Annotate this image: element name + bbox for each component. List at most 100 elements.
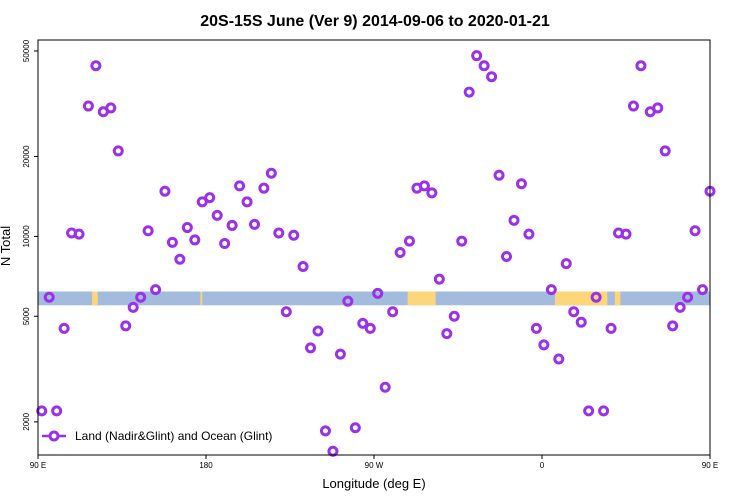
data-point [590, 291, 602, 303]
data-point [463, 86, 475, 98]
y-axis-ticks: 2000 5000 10000 20000 50000 [22, 39, 38, 431]
x-tick-label: 90 W [365, 461, 384, 470]
land-segment [407, 291, 436, 306]
data-point [545, 284, 557, 296]
data-point [204, 192, 216, 204]
data-point [58, 322, 70, 334]
data-point [73, 228, 85, 240]
data-point [620, 228, 632, 240]
data-point [43, 291, 55, 303]
data-point [249, 218, 261, 230]
land-segment [200, 291, 203, 306]
data-point [327, 445, 339, 457]
data-point [342, 295, 354, 307]
data-point [471, 50, 483, 62]
ocean-band [38, 291, 710, 306]
data-point [36, 405, 48, 417]
data-point [150, 284, 162, 296]
data-point [387, 306, 399, 318]
plot-frame [37, 39, 711, 456]
data-point [538, 339, 550, 351]
data-point [379, 381, 391, 393]
data-point [219, 238, 231, 250]
data-point [659, 145, 671, 157]
data-point [82, 100, 94, 112]
data-point [51, 405, 63, 417]
data-point [349, 422, 361, 434]
y-axis-label: N Total [0, 226, 13, 266]
data-point [530, 322, 542, 334]
data-point [682, 291, 694, 303]
data-point [105, 102, 117, 114]
data-point [234, 180, 246, 192]
data-point [560, 258, 572, 270]
data-point [426, 187, 438, 199]
data-point [515, 178, 527, 190]
data-point [357, 317, 369, 329]
data-point [112, 145, 124, 157]
x-axis-ticks: 90 E 180 90 W 0 90 E [30, 455, 718, 470]
land-segment [92, 291, 98, 306]
data-point [181, 222, 193, 234]
data-point [372, 287, 384, 299]
x-tick-label: 90 E [702, 461, 718, 470]
data-point [120, 320, 132, 332]
x-axis-label: Longitude (deg E) [322, 476, 425, 491]
y-tick-label: 10000 [22, 225, 31, 248]
data-point [135, 291, 147, 303]
data-point [273, 227, 285, 239]
data-point [501, 251, 513, 263]
land-segment [614, 291, 621, 306]
legend-marker [48, 430, 60, 442]
data-point [568, 306, 580, 318]
data-point [448, 310, 460, 322]
data-point [523, 228, 535, 240]
data-point [478, 60, 490, 72]
data-point [211, 209, 223, 221]
data-point [493, 169, 505, 181]
y-tick-label: 50000 [22, 39, 31, 62]
chart-title: 20S-15S June (Ver 9) 2014-09-06 to 2020-… [200, 13, 550, 30]
data-point [456, 235, 468, 247]
data-point [635, 60, 647, 72]
legend-label: Land (Nadir&Glint) and Ocean (Glint) [75, 429, 272, 443]
data-point [441, 328, 453, 340]
data-point [265, 167, 277, 179]
data-point [598, 405, 610, 417]
data-point [418, 180, 430, 192]
y-tick-label: 20000 [22, 145, 31, 168]
data-point [142, 225, 154, 237]
data-point [305, 342, 317, 354]
y-tick-label: 5000 [22, 307, 31, 325]
x-tick-label: 180 [199, 461, 213, 470]
data-point [90, 60, 102, 72]
data-point [652, 102, 664, 114]
data-point [174, 253, 186, 265]
data-point [674, 301, 686, 313]
data-point [280, 306, 292, 318]
data-point [226, 219, 238, 231]
data-point [241, 196, 253, 208]
data-point [258, 182, 270, 194]
data-point [288, 229, 300, 241]
data-points [36, 50, 716, 457]
data-point [689, 225, 701, 237]
data-point [486, 71, 498, 83]
data-point [697, 284, 709, 296]
x-tick-label: 90 E [30, 461, 46, 470]
data-point [403, 235, 415, 247]
data-point [667, 320, 679, 332]
data-point [575, 316, 587, 328]
data-point [605, 322, 617, 334]
data-point [312, 325, 324, 337]
data-point [319, 425, 331, 437]
data-point [189, 234, 201, 246]
x-tick-label: 0 [540, 461, 545, 470]
data-point [334, 348, 346, 360]
data-point [297, 261, 309, 273]
legend: Land (Nadir&Glint) and Ocean (Glint) [42, 429, 272, 443]
data-point [159, 185, 171, 197]
data-point [364, 322, 376, 334]
data-point [394, 246, 406, 258]
